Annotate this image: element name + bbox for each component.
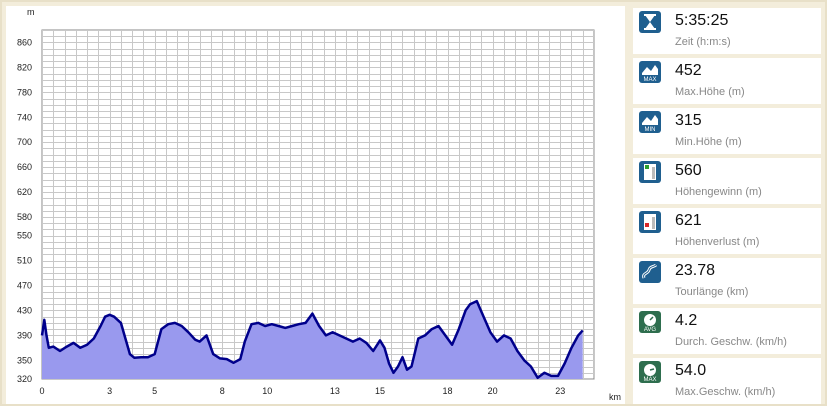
stat-label: Höhenverlust (m) bbox=[675, 236, 760, 248]
x-tick-label: 0 bbox=[39, 386, 44, 396]
x-tick-label: 20 bbox=[488, 386, 498, 396]
stat-row: 621 Höhenverlust (m) bbox=[633, 208, 821, 254]
elevation-chart-panel: 320 350 390 430 470 510 550 580 620 660 700 740 780 8… bbox=[6, 6, 625, 404]
stat-row: 23.78 Tourlänge (km) bbox=[633, 258, 821, 304]
stat-row: 560 Höhengewinn (m) bbox=[633, 158, 821, 204]
min-height-icon: MIN bbox=[639, 111, 661, 133]
y-tick-label: 320 bbox=[17, 374, 32, 384]
stats-panel: 5:35:25 Zeit (h:m:s) MAX 452 Max.Höhe (m) MIN… bbox=[629, 6, 825, 404]
stat-label: Höhengewinn (m) bbox=[675, 186, 762, 198]
y-tick-label: 510 bbox=[17, 256, 32, 266]
svg-text:MAX: MAX bbox=[643, 377, 656, 383]
distance-icon bbox=[639, 261, 661, 283]
x-tick-label: 23 bbox=[555, 386, 565, 396]
x-tick-label: 3 bbox=[107, 386, 112, 396]
svg-text:MIN: MIN bbox=[645, 127, 656, 133]
stat-value: 23.78 bbox=[675, 262, 716, 279]
x-tick-label: 15 bbox=[375, 386, 385, 396]
x-tick-label: 13 bbox=[330, 386, 340, 396]
stat-label: Zeit (h:m:s) bbox=[675, 36, 731, 48]
x-axis-unit: km bbox=[609, 392, 621, 402]
stat-label: Durch. Geschw. (km/h) bbox=[675, 336, 787, 348]
elevation-gain-icon bbox=[639, 161, 661, 183]
y-tick-label: 550 bbox=[17, 231, 32, 241]
y-tick-label: 740 bbox=[17, 112, 32, 122]
y-tick-label: 780 bbox=[17, 87, 32, 97]
y-tick-label: 860 bbox=[17, 37, 32, 47]
x-tick-label: 18 bbox=[443, 386, 453, 396]
stat-value: 560 bbox=[675, 162, 702, 179]
stat-label: Max.Höhe (m) bbox=[675, 86, 745, 98]
y-tick-label: 430 bbox=[17, 305, 32, 315]
svg-text:AVG: AVG bbox=[644, 327, 657, 333]
elevation-loss-icon bbox=[639, 211, 661, 233]
y-tick-label: 580 bbox=[17, 212, 32, 222]
x-tick-label: 5 bbox=[152, 386, 157, 396]
stat-value: 5:35:25 bbox=[675, 12, 729, 29]
x-tick-label: 10 bbox=[262, 386, 272, 396]
max-height-icon: MAX bbox=[639, 61, 661, 83]
stat-row: 5:35:25 Zeit (h:m:s) bbox=[633, 8, 821, 54]
y-tick-label: 470 bbox=[17, 281, 32, 291]
y-tick-label: 820 bbox=[17, 62, 32, 72]
stat-value: 54.0 bbox=[675, 362, 707, 379]
hourglass-icon bbox=[639, 11, 661, 33]
x-tick-label: 8 bbox=[220, 386, 225, 396]
y-tick-label: 620 bbox=[17, 187, 32, 197]
stat-value: 452 bbox=[675, 62, 702, 79]
stat-row: MAX 452 Max.Höhe (m) bbox=[633, 58, 821, 104]
elevation-chart: 3203503904304705105505806206607007407808… bbox=[17, 7, 621, 402]
stat-label: Tourlänge (km) bbox=[675, 286, 749, 298]
elevation-line bbox=[40, 299, 584, 380]
y-tick-label: 350 bbox=[17, 355, 32, 365]
stat-row: MAX 54.0 Max.Geschw. (km/h) bbox=[633, 358, 821, 404]
stat-label: Min.Höhe (m) bbox=[675, 136, 742, 148]
stat-value: 315 bbox=[675, 112, 702, 129]
y-axis-unit: m bbox=[27, 7, 35, 17]
y-tick-label: 660 bbox=[17, 162, 32, 172]
avg-speed-icon: AVG bbox=[639, 311, 661, 333]
plot-area bbox=[41, 29, 595, 380]
svg-text:MAX: MAX bbox=[643, 77, 656, 83]
stat-value: 4.2 bbox=[675, 312, 698, 329]
stat-row: AVG 4.2 Durch. Geschw. (km/h) bbox=[633, 308, 821, 354]
stat-row: MIN 315 Min.Höhe (m) bbox=[633, 108, 821, 154]
max-speed-icon: MAX bbox=[639, 361, 661, 383]
elevation-area bbox=[42, 301, 583, 379]
y-tick-label: 390 bbox=[17, 330, 32, 340]
stat-label: Max.Geschw. (km/h) bbox=[675, 386, 776, 398]
stat-value: 621 bbox=[675, 212, 702, 229]
y-tick-label: 700 bbox=[17, 137, 32, 147]
